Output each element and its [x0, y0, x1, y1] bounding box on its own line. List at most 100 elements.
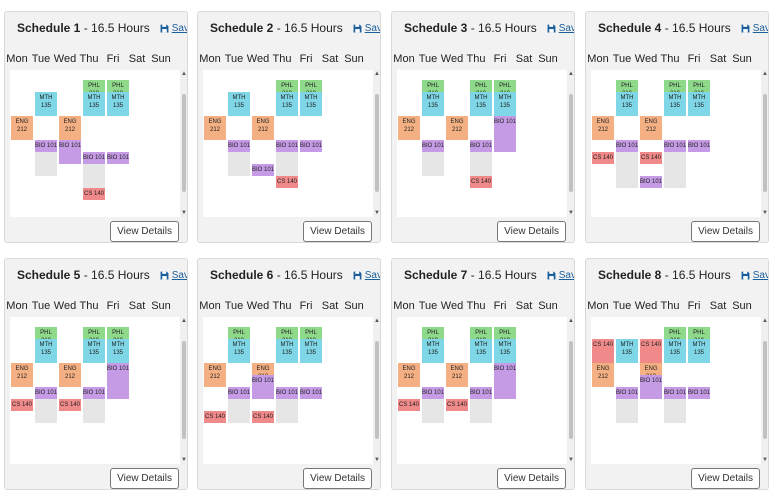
course-block[interactable]: PHL 210: [276, 80, 298, 97]
course-block[interactable]: BIO 101: [494, 363, 516, 399]
course-block[interactable]: PHL 210: [664, 80, 686, 97]
course-block[interactable]: BIO 101: [107, 363, 129, 399]
course-block[interactable]: MTH 135: [688, 339, 710, 363]
course-block[interactable]: ENG 212: [59, 116, 81, 140]
course-block[interactable]: CS 140: [640, 152, 662, 164]
course-block[interactable]: MTH 135: [35, 92, 57, 116]
course-block[interactable]: PHL 210: [470, 80, 492, 97]
course-block[interactable]: CS 140: [11, 399, 33, 411]
course-block[interactable]: BIO 101: [470, 387, 492, 399]
course-block[interactable]: PHL 210: [664, 327, 686, 344]
course-block[interactable]: BIO 101: [688, 387, 710, 399]
scroll-up-icon[interactable]: ▲: [374, 71, 380, 77]
course-block[interactable]: ENG 212: [446, 363, 468, 387]
course-block[interactable]: PHL 210: [470, 327, 492, 344]
scroll-down-icon[interactable]: ▼: [568, 457, 574, 463]
vertical-scrollbar[interactable]: ▲ ▼: [761, 70, 768, 217]
course-block[interactable]: PHL 210: [422, 80, 444, 97]
save-link[interactable]: Save: [741, 23, 768, 34]
course-block[interactable]: BIO 101: [470, 140, 492, 152]
course-block[interactable]: MTH 135: [276, 92, 298, 116]
scroll-thumb[interactable]: [182, 94, 186, 192]
course-block[interactable]: MTH 135: [300, 92, 322, 116]
scroll-up-icon[interactable]: ▲: [181, 71, 187, 77]
view-details-button[interactable]: View Details: [691, 221, 760, 242]
course-block[interactable]: MTH 135: [35, 339, 57, 363]
course-block[interactable]: PHL 210: [494, 80, 516, 97]
course-block[interactable]: BIO 101: [276, 387, 298, 399]
course-block[interactable]: BIO 101: [688, 140, 710, 152]
scroll-thumb[interactable]: [569, 94, 573, 192]
course-block[interactable]: MTH 135: [616, 92, 638, 116]
course-block[interactable]: MTH 135: [664, 92, 686, 116]
course-block[interactable]: PHL 210: [616, 80, 638, 97]
vertical-scrollbar[interactable]: ▲ ▼: [373, 70, 380, 217]
course-block[interactable]: PHL 210: [107, 327, 129, 344]
course-block[interactable]: MTH 135: [422, 92, 444, 116]
course-block[interactable]: BIO 101: [616, 387, 638, 399]
course-block[interactable]: MTH 135: [664, 339, 686, 363]
save-link[interactable]: Save: [160, 270, 187, 281]
course-block[interactable]: CS 140: [276, 176, 298, 188]
scroll-up-icon[interactable]: ▲: [181, 318, 187, 324]
course-block[interactable]: ENG 212: [592, 363, 614, 387]
course-block[interactable]: BIO 101: [640, 375, 662, 399]
course-block[interactable]: MTH 135: [83, 92, 105, 116]
course-block[interactable]: BIO 101: [300, 140, 322, 152]
course-block[interactable]: MTH 135: [494, 339, 516, 363]
course-block[interactable]: CS 140: [446, 399, 468, 411]
scroll-down-icon[interactable]: ▼: [374, 210, 380, 216]
course-block[interactable]: PHL 210: [107, 80, 129, 97]
view-details-button[interactable]: View Details: [110, 468, 179, 489]
course-block[interactable]: CS 140: [83, 188, 105, 200]
scroll-thumb[interactable]: [569, 341, 573, 439]
course-block[interactable]: MTH 135: [470, 339, 492, 363]
view-details-button[interactable]: View Details: [110, 221, 179, 242]
course-block[interactable]: CS 140: [252, 411, 274, 423]
course-block[interactable]: BIO 101: [640, 176, 662, 188]
course-block[interactable]: ENG 212: [11, 116, 33, 140]
course-block[interactable]: BIO 101: [422, 140, 444, 152]
scroll-up-icon[interactable]: ▲: [762, 318, 768, 324]
course-block[interactable]: BIO 101: [59, 140, 81, 164]
course-block[interactable]: CS 140: [204, 411, 226, 423]
view-details-button[interactable]: View Details: [303, 221, 372, 242]
course-block[interactable]: MTH 135: [107, 339, 129, 363]
scroll-down-icon[interactable]: ▼: [762, 210, 768, 216]
course-block[interactable]: MTH 135: [494, 92, 516, 116]
course-block[interactable]: ENG 212: [204, 363, 226, 387]
course-block[interactable]: PHL 210: [276, 327, 298, 344]
vertical-scrollbar[interactable]: ▲ ▼: [373, 317, 380, 464]
course-block[interactable]: BIO 101: [83, 387, 105, 399]
save-link[interactable]: Save: [160, 23, 187, 34]
course-block[interactable]: ENG 212: [398, 116, 420, 140]
course-block[interactable]: PHL 210: [422, 327, 444, 344]
course-block[interactable]: BIO 101: [252, 164, 274, 176]
course-block[interactable]: BIO 101: [664, 387, 686, 399]
course-block[interactable]: ENG 212: [640, 116, 662, 140]
save-link[interactable]: Save: [353, 270, 380, 281]
course-block[interactable]: MTH 135: [300, 339, 322, 363]
course-block[interactable]: ENG 212: [592, 116, 614, 140]
scroll-up-icon[interactable]: ▲: [568, 71, 574, 77]
scroll-down-icon[interactable]: ▼: [181, 457, 187, 463]
course-block[interactable]: MTH 135: [228, 339, 250, 363]
course-block[interactable]: BIO 101: [616, 140, 638, 152]
course-block[interactable]: BIO 101: [494, 116, 516, 152]
vertical-scrollbar[interactable]: ▲ ▼: [180, 317, 187, 464]
course-block[interactable]: CS 140: [398, 399, 420, 411]
scroll-up-icon[interactable]: ▲: [374, 318, 380, 324]
course-block[interactable]: MTH 135: [470, 92, 492, 116]
view-details-button[interactable]: View Details: [303, 468, 372, 489]
vertical-scrollbar[interactable]: ▲ ▼: [180, 70, 187, 217]
course-block[interactable]: ENG 212: [252, 116, 274, 140]
course-block[interactable]: BIO 101: [422, 387, 444, 399]
view-details-button[interactable]: View Details: [497, 221, 566, 242]
view-details-button[interactable]: View Details: [691, 468, 760, 489]
course-block[interactable]: MTH 135: [107, 92, 129, 116]
course-block[interactable]: MTH 135: [422, 339, 444, 363]
save-link[interactable]: Save: [547, 23, 574, 34]
course-block[interactable]: ENG 212: [204, 116, 226, 140]
scroll-down-icon[interactable]: ▼: [374, 457, 380, 463]
course-block[interactable]: BIO 101: [664, 140, 686, 152]
